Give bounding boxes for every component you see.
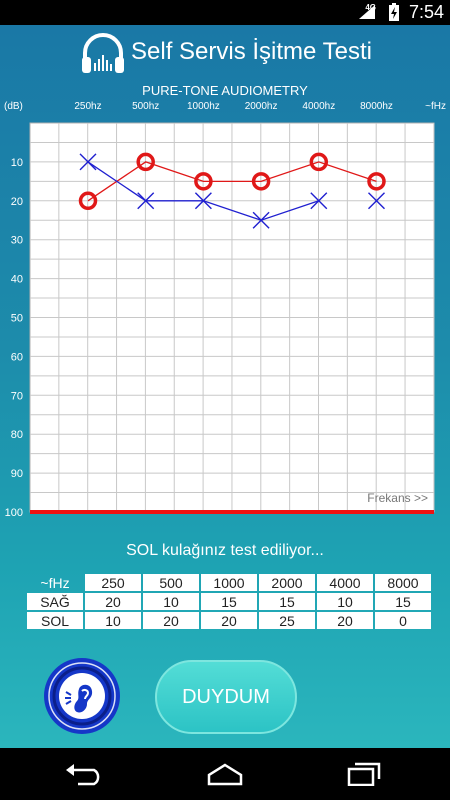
x-axis-unit: ~fHz (425, 101, 446, 112)
x-tick-label: 250hz (74, 101, 101, 112)
data-point-x (194, 192, 212, 210)
data-point-circle (194, 172, 213, 191)
clock: 7:54 (408, 2, 444, 22)
x-tick-label: 1000hz (187, 101, 220, 112)
data-point-circle (367, 172, 386, 191)
table-cell: 20 (317, 612, 373, 629)
row-label-right: SAĞ (27, 593, 83, 610)
x-axis-label: Frekans >> (367, 491, 428, 505)
y-tick-label: 40 (11, 274, 23, 286)
y-tick-label: 30 (11, 235, 23, 247)
recent-apps-icon[interactable] (345, 762, 385, 786)
y-tick-label: 100 (5, 507, 23, 519)
table-cell: 15 (375, 593, 431, 610)
table-cell: 25 (259, 612, 315, 629)
data-point-x (137, 192, 155, 210)
y-tick-label: 70 (11, 390, 23, 402)
data-point-x (368, 192, 385, 210)
x-tick-label: 8000hz (360, 101, 393, 112)
table-cell: 15 (201, 593, 257, 610)
table-cell: 10 (85, 612, 141, 629)
chart-title: PURE-TONE AUDIOMETRY (142, 83, 308, 98)
app-screen: Self Servis İşitme Testi PURE-TONE AUDIO… (0, 25, 450, 748)
frequency-cell: 4000 (317, 574, 373, 591)
data-point-x (310, 192, 328, 210)
network-type: 4G (365, 3, 376, 12)
frequency-cell: 8000 (375, 574, 431, 591)
home-icon[interactable] (205, 762, 245, 786)
ear-button[interactable] (44, 658, 120, 734)
data-point-circle (309, 152, 329, 172)
table-cell: 20 (85, 593, 141, 610)
data-point-x (252, 211, 270, 229)
table-row-left-ear: SOL 10 20 20 25 20 0 (27, 612, 431, 629)
table-cell: 15 (259, 593, 315, 610)
frequency-cell: 1000 (201, 574, 257, 591)
test-status-message: SOL kulağınız test ediliyor... (126, 542, 324, 559)
data-point-circle (251, 172, 271, 191)
status-bar: 4G 7:54 (0, 0, 450, 25)
y-axis-unit: (dB) (4, 101, 23, 112)
table-cell: 10 (143, 593, 199, 610)
table-cell: 10 (317, 593, 373, 610)
x-tick-label: 500hz (132, 101, 159, 112)
x-tick-label: 4000hz (302, 101, 335, 112)
results-table: ~fHz 250 500 1000 2000 4000 8000 SAĞ 20 … (25, 572, 433, 631)
table-cell: 20 (143, 612, 199, 629)
signal-icon (359, 5, 375, 19)
ear-icon (48, 662, 116, 730)
y-tick-label: 90 (11, 468, 23, 480)
table-cell: 0 (375, 612, 431, 629)
header: Self Servis İşitme Testi (0, 25, 450, 83)
heard-button[interactable]: DUYDUM (155, 660, 297, 734)
y-tick-label: 20 (11, 196, 23, 208)
y-tick-label: 80 (11, 429, 23, 441)
y-tick-label: 60 (11, 351, 23, 363)
app-title: Self Servis İşitme Testi (131, 38, 372, 65)
table-row-right-ear: SAĞ 20 10 15 15 10 15 (27, 593, 431, 610)
series-line (87, 161, 377, 202)
data-point-circle (136, 152, 155, 172)
data-point-circle (78, 191, 98, 211)
table-header-row: ~fHz 250 500 1000 2000 4000 8000 (27, 574, 431, 591)
table-cell: 20 (201, 612, 257, 629)
frequency-cell: 500 (143, 574, 199, 591)
battery-icon (389, 3, 399, 21)
x-tick-label: 2000hz (245, 101, 278, 112)
navigation-bar (0, 748, 450, 800)
audiogram-chart: 10 20 30 40 50 60 70 80 90 100 (dB) 250hz 500hz 1000h… (4, 101, 446, 519)
frequency-header-label: ~fHz (40, 574, 70, 591)
y-tick-label: 10 (11, 157, 23, 169)
row-label-left: SOL (27, 612, 83, 629)
data-point-x (79, 153, 97, 171)
back-icon[interactable] (64, 762, 104, 786)
y-tick-label: 50 (11, 313, 23, 325)
headphones-icon (82, 33, 124, 73)
frequency-cell: 2000 (259, 574, 315, 591)
frequency-cell: 250 (85, 574, 141, 591)
